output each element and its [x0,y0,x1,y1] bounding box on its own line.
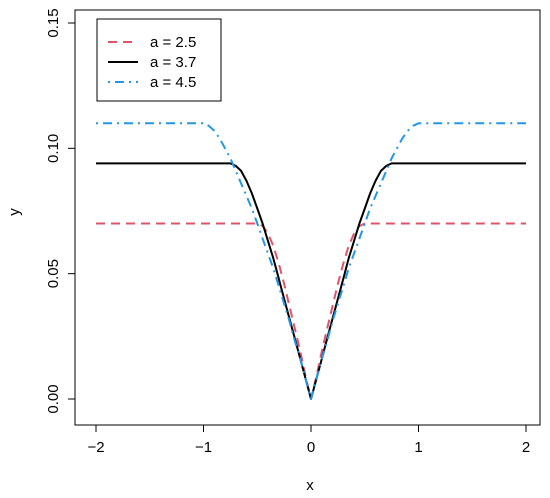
x-tick-label: −1 [195,439,212,456]
plot-frame [74,9,541,426]
x-tick-label: 0 [307,439,315,456]
series-line-1 [96,222,526,400]
legend: a = 2.5 a = 3.7 a = 4.5 [96,18,222,102]
legend-box [96,18,222,102]
legend-label-2: a = 3.7 [150,54,196,71]
series-line-3 [96,122,526,400]
legend-label-1: a = 2.5 [150,34,196,51]
series-line-2 [96,162,526,400]
y-tick-label: 0.05 [45,259,62,288]
legend-label-3: a = 4.5 [150,74,196,91]
y-axis-label: y [6,208,23,216]
y-axis: 0.00 0.05 0.10 0.15 [45,8,76,414]
x-tick-label: 2 [522,439,530,456]
x-axis: −2 −1 0 1 2 [87,424,530,456]
y-tick-label: 0.00 [45,384,62,413]
series-layer [96,122,526,400]
x-tick-label: 1 [414,439,422,456]
x-tick-label: −2 [87,439,104,456]
x-axis-label: x [306,477,314,494]
y-tick-label: 0.10 [45,134,62,163]
y-tick-label: 0.15 [45,8,62,37]
